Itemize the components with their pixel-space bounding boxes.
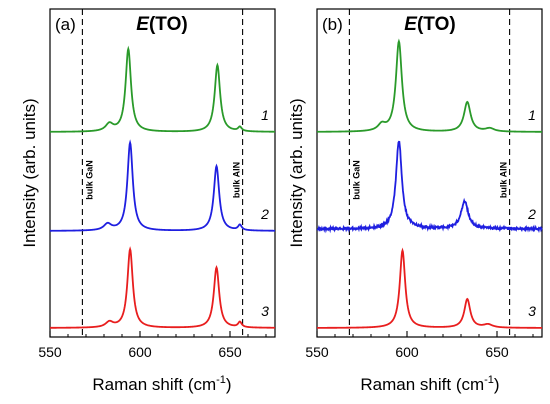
series-line-2 [50, 139, 275, 232]
plot-frame-b [316, 8, 543, 338]
panel-title-a: E(TO) [136, 14, 187, 35]
series-line-1 [50, 45, 276, 133]
x-tick-label: 550 [305, 344, 329, 360]
series-group-a: 1 2 3 [50, 45, 276, 329]
x-tick-label: 550 [38, 344, 62, 360]
x-ticks-a: 550 600 650 [38, 331, 267, 360]
series-line-3 [50, 246, 275, 329]
series-group-b: 1 2 3 [316, 38, 543, 329]
series-line-2 [316, 140, 543, 234]
trace-number-label: 2 [260, 206, 269, 222]
panel-label-a: (a) [55, 15, 76, 34]
trace-number-label: 3 [528, 303, 536, 319]
x-ticks-b: 550 600 650 [305, 331, 534, 360]
reference-lines-a: bulk GaN bulk AlN [81, 9, 244, 337]
x-tick-label: 600 [395, 344, 419, 360]
reference-lines-b: bulk GaN bulk AlN [348, 9, 511, 337]
series-line-3 [317, 247, 542, 329]
x-tick-label: 650 [218, 344, 242, 360]
trace-number-label: 1 [528, 107, 536, 123]
panel-label-b: (b) [322, 15, 343, 34]
x-axis-title-a: Raman shift (cm-1) [92, 374, 231, 394]
panel-a: (a) E(TO) Intensity (arb. units) Raman s… [20, 8, 276, 394]
y-axis-title-a: Intensity (arb. units) [20, 98, 39, 247]
reference-line-label: bulk AlN [499, 162, 509, 198]
y-axis-title-b: Intensity (arb. units) [287, 98, 306, 247]
reference-line-label: bulk AlN [232, 162, 242, 198]
x-tick-label: 650 [485, 344, 509, 360]
panel-title-b: E(TO) [404, 14, 455, 35]
reference-line-label: bulk GaN [351, 160, 361, 200]
plot-frame-a [49, 8, 276, 338]
x-tick-label: 600 [128, 344, 152, 360]
trace-number-label: 2 [527, 206, 536, 222]
series-line-1 [317, 38, 542, 133]
panel-b: (b) E(TO) Intensity (arb. units) Raman s… [287, 8, 543, 394]
trace-number-label: 1 [261, 107, 269, 123]
trace-number-label: 3 [261, 303, 269, 319]
reference-line-label: bulk GaN [84, 160, 94, 200]
x-axis-title-b: Raman shift (cm-1) [360, 374, 499, 394]
